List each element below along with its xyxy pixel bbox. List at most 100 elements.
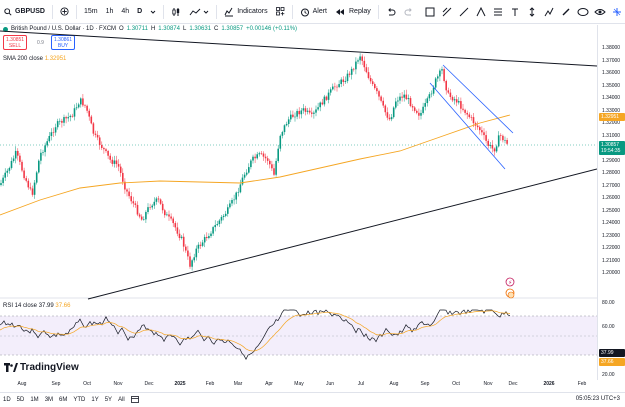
more-tools[interactable] xyxy=(608,0,625,24)
candle-body xyxy=(336,86,338,88)
candle-body xyxy=(445,80,447,91)
candle-body xyxy=(298,110,300,115)
candle-body xyxy=(157,198,160,200)
trendline-tool[interactable] xyxy=(438,0,455,24)
range-1d[interactable]: 1D xyxy=(3,397,11,403)
path-tool[interactable] xyxy=(540,0,557,24)
candle-body xyxy=(481,130,483,133)
measure-tool[interactable] xyxy=(523,0,540,24)
time-axis[interactable]: Aug Sep Oct Nov Dec 2025 Feb Mar Apr May Jun Jul Aug… xyxy=(0,380,597,390)
rsi-legend[interactable]: RSI 14 close 37.99 37.66 xyxy=(3,303,70,309)
replay-button[interactable]: Replay xyxy=(331,0,375,24)
candle-body xyxy=(117,164,120,167)
price-chart[interactable]: ⚡ xyxy=(0,25,597,380)
sma-price-badge: 1.32951 xyxy=(599,113,625,121)
spread-value: 0.9 xyxy=(37,40,44,46)
interval-1h[interactable]: 1h xyxy=(105,8,114,15)
candle-body xyxy=(424,103,426,107)
utc-clock[interactable]: 05:05:23 UTC+3 xyxy=(575,396,620,402)
text-tool[interactable] xyxy=(506,0,523,24)
candle-body xyxy=(115,160,118,165)
legend-title: British Pound / U.S. Dollar · 1D · FXCM xyxy=(11,26,117,32)
legend-open-label: O xyxy=(119,26,124,32)
line-type-button[interactable] xyxy=(185,0,213,24)
candle-body xyxy=(338,84,340,88)
channel-upper-line[interactable] xyxy=(442,64,514,134)
redo-button[interactable] xyxy=(400,0,418,24)
interval-4h[interactable]: 4h xyxy=(121,8,130,15)
candle-body xyxy=(4,172,6,178)
candle-body xyxy=(86,105,88,111)
time-label: Oct xyxy=(83,381,91,387)
range-ytd[interactable]: YTD xyxy=(73,397,86,403)
candle-body xyxy=(470,117,473,118)
earnings-event-icon-2[interactable] xyxy=(507,291,515,299)
candle-body xyxy=(38,160,40,173)
pitchfork-icon xyxy=(476,7,485,17)
candle-body xyxy=(231,200,233,204)
resistance-trendline[interactable] xyxy=(0,30,597,67)
candle-body xyxy=(67,117,69,119)
lightning-glyph: ⚡ xyxy=(508,280,512,287)
legend-dot xyxy=(3,26,8,32)
indicators-button[interactable]: Indicators xyxy=(220,0,271,24)
candle-body xyxy=(111,159,114,164)
candle-body xyxy=(390,117,393,120)
sell-button[interactable]: 1.30851 SELL xyxy=(3,35,27,50)
symbol-search[interactable]: GBPUSD xyxy=(0,0,49,24)
candle-body xyxy=(178,233,181,238)
alert-button[interactable]: Alert xyxy=(296,0,331,24)
channel-lower-line[interactable] xyxy=(429,82,506,170)
candle-body xyxy=(224,213,227,216)
candle-body xyxy=(304,108,307,112)
fib-tool[interactable] xyxy=(489,0,506,24)
legend-low: 1.30631 xyxy=(189,26,212,32)
pitchfork-tool[interactable] xyxy=(472,0,489,24)
lightning-event-icon[interactable] xyxy=(505,277,515,287)
candle-body xyxy=(161,203,164,211)
candle-body xyxy=(273,168,275,175)
last-price-value: 1.30857 xyxy=(601,142,620,148)
eye-tool[interactable] xyxy=(591,0,608,24)
support-trendline[interactable] xyxy=(87,168,597,300)
range-3m[interactable]: 3M xyxy=(44,397,54,403)
candle-body xyxy=(241,177,244,185)
ray-tool[interactable] xyxy=(455,0,472,24)
interval-dropdown[interactable] xyxy=(146,0,160,24)
price-tick: 1.22000 xyxy=(602,245,621,251)
undo-button[interactable] xyxy=(382,0,400,24)
rsi-label: RSI 14 close xyxy=(3,303,38,309)
rsi-badge-1: 37.99 xyxy=(599,349,625,357)
range-1y[interactable]: 1Y xyxy=(91,397,99,403)
interval-15m[interactable]: 15m xyxy=(83,8,98,15)
price-tick: 1.25000 xyxy=(602,207,621,214)
crosshair-tool[interactable] xyxy=(421,0,438,24)
range-5y[interactable]: 5Y xyxy=(104,397,113,403)
layouts-button[interactable] xyxy=(272,0,289,24)
buy-button[interactable]: 1.30861 BUY xyxy=(51,35,75,50)
candle-body xyxy=(180,236,183,238)
range-1m[interactable]: 1M xyxy=(30,397,39,403)
chart-type-button[interactable] xyxy=(167,0,185,24)
sma-legend[interactable]: SMA 200 close 1.32951 xyxy=(3,56,66,62)
candle-body xyxy=(12,158,15,161)
range-all[interactable]: All xyxy=(118,397,125,403)
date-range-icon[interactable] xyxy=(130,395,139,405)
rsi-tick-80: 80.00 xyxy=(602,300,615,306)
candle-body xyxy=(447,90,450,93)
candle-body xyxy=(329,89,332,93)
candle-body xyxy=(143,219,145,220)
interval-d[interactable]: D xyxy=(137,8,143,15)
candle-body xyxy=(77,104,80,108)
range-5d[interactable]: 5D xyxy=(16,397,25,403)
candle-body xyxy=(266,158,269,161)
candle-body xyxy=(134,203,137,205)
candle-body xyxy=(279,135,282,149)
tradingview-logo[interactable]: TradingView xyxy=(4,362,79,373)
compare-button[interactable] xyxy=(56,0,73,24)
range-6m[interactable]: 6M xyxy=(59,397,68,403)
price-scale[interactable]: 1.20000 1.21000 1.22000 1.23000 1.24000 1.250… xyxy=(597,25,625,380)
legend-open: 1.30711 xyxy=(126,26,148,32)
shape-tool[interactable] xyxy=(574,0,591,24)
brush-tool[interactable] xyxy=(557,0,574,24)
